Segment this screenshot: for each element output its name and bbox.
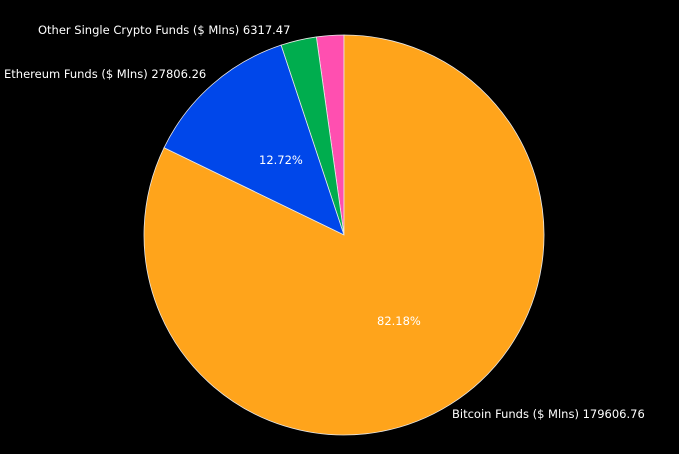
label-ethereum-funds: Ethereum Funds ($ Mlns) 27806.26 (4, 67, 206, 81)
percent-bitcoin: 82.18% (377, 314, 421, 328)
pie-slices (143, 34, 545, 436)
percent-ethereum: 12.72% (259, 153, 303, 167)
label-other-funds: Other Single Crypto Funds ($ Mlns) 6317.… (38, 23, 290, 37)
label-bitcoin-funds: Bitcoin Funds ($ Mlns) 179606.76 (452, 407, 645, 421)
pie-slice-ethereum (163, 44, 345, 236)
pie-slice-bitcoin (143, 34, 545, 436)
